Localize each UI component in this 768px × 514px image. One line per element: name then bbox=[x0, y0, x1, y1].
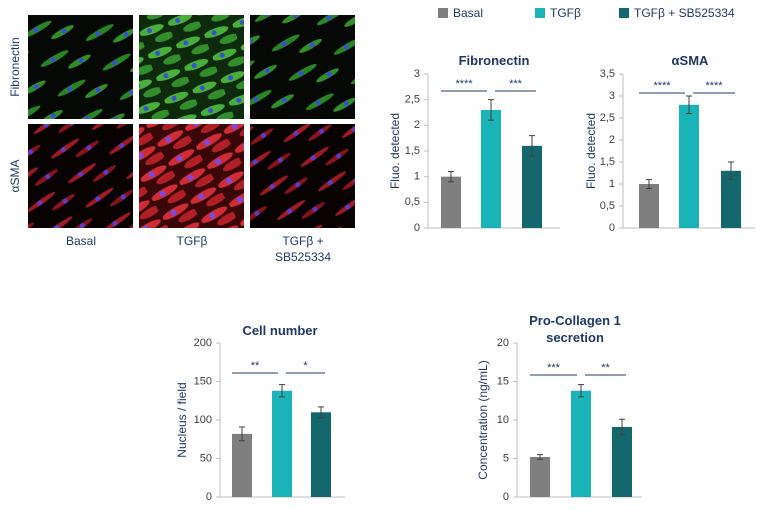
significance-label: *** bbox=[509, 78, 523, 90]
legend-label: Basal bbox=[453, 6, 483, 20]
y-tick-label: 3 bbox=[414, 68, 420, 80]
y-tick-label: 15 bbox=[497, 375, 509, 387]
bar bbox=[721, 170, 741, 228]
bar bbox=[481, 109, 501, 228]
y-tick-label: 2 bbox=[609, 134, 615, 146]
bar bbox=[639, 184, 659, 228]
significance-label: ** bbox=[601, 362, 610, 374]
chart-title: αSMA bbox=[671, 53, 709, 68]
significance-label: * bbox=[303, 360, 308, 372]
bar bbox=[530, 456, 550, 497]
y-tick-label: 3 bbox=[609, 90, 615, 102]
micrograph bbox=[139, 124, 244, 228]
column-label: TGFβ + SB525334 bbox=[274, 234, 332, 264]
y-tick-label: 0,5 bbox=[405, 196, 420, 208]
chart-title: Cell number bbox=[242, 323, 318, 338]
y-tick-label: 150 bbox=[194, 375, 212, 387]
significance-label: **** bbox=[653, 80, 671, 92]
chart-title: Pro-Collagen 1 secretion bbox=[529, 313, 621, 345]
bar bbox=[272, 390, 292, 497]
y-tick-label: 0,5 bbox=[600, 200, 615, 212]
legend-swatch bbox=[619, 8, 629, 18]
y-axis-label: Nucleus / field bbox=[175, 382, 189, 457]
bar bbox=[679, 104, 699, 228]
y-axis-label: Fluo. detected bbox=[584, 113, 598, 189]
y-tick-label: 100 bbox=[194, 414, 212, 426]
y-tick-label: 50 bbox=[200, 452, 212, 464]
micrograph bbox=[139, 15, 244, 119]
row-label: αSMA bbox=[8, 160, 22, 193]
legend-label: TGFβ bbox=[550, 6, 581, 20]
bar bbox=[311, 412, 331, 497]
chart-title: Fibronectin bbox=[458, 53, 530, 68]
y-axis-label: Concentration (ng/mL) bbox=[476, 360, 490, 479]
micrograph bbox=[250, 124, 355, 228]
y-tick-label: 1 bbox=[609, 178, 615, 190]
significance-label: **** bbox=[705, 80, 723, 92]
y-tick-label: 1 bbox=[414, 171, 420, 183]
significance-label: **** bbox=[455, 78, 473, 90]
legend-swatch bbox=[535, 8, 545, 18]
y-tick-label: 0 bbox=[609, 222, 615, 234]
y-tick-label: 200 bbox=[194, 337, 212, 349]
micrograph bbox=[28, 15, 133, 119]
bar bbox=[232, 433, 252, 497]
y-tick-label: 2,5 bbox=[600, 112, 615, 124]
y-tick-label: 0 bbox=[414, 222, 420, 234]
bar bbox=[571, 390, 591, 497]
bar bbox=[522, 145, 542, 228]
significance-label: ** bbox=[251, 360, 260, 372]
y-tick-label: 10 bbox=[497, 414, 509, 426]
y-tick-label: 2,5 bbox=[405, 94, 420, 106]
significance-label: *** bbox=[547, 362, 561, 374]
column-label: TGFβ bbox=[176, 234, 208, 248]
column-label: Basal bbox=[65, 234, 97, 248]
row-label: Fibronectin bbox=[8, 37, 22, 96]
bar bbox=[612, 426, 632, 497]
legend-label: TGFβ + SB525334 bbox=[634, 6, 735, 20]
y-tick-label: 1,5 bbox=[600, 156, 615, 168]
y-axis-label: Fluo. detected bbox=[388, 113, 402, 189]
y-tick-label: 0 bbox=[206, 491, 212, 503]
bar bbox=[441, 176, 461, 228]
y-tick-label: 0 bbox=[503, 491, 509, 503]
y-tick-label: 5 bbox=[503, 452, 509, 464]
micrograph bbox=[28, 124, 133, 228]
legend-swatch bbox=[438, 8, 448, 18]
y-tick-label: 1,5 bbox=[405, 145, 420, 157]
micrograph bbox=[250, 15, 355, 119]
y-tick-label: 3,5 bbox=[600, 68, 615, 80]
y-tick-label: 2 bbox=[414, 119, 420, 131]
y-tick-label: 20 bbox=[497, 337, 509, 349]
